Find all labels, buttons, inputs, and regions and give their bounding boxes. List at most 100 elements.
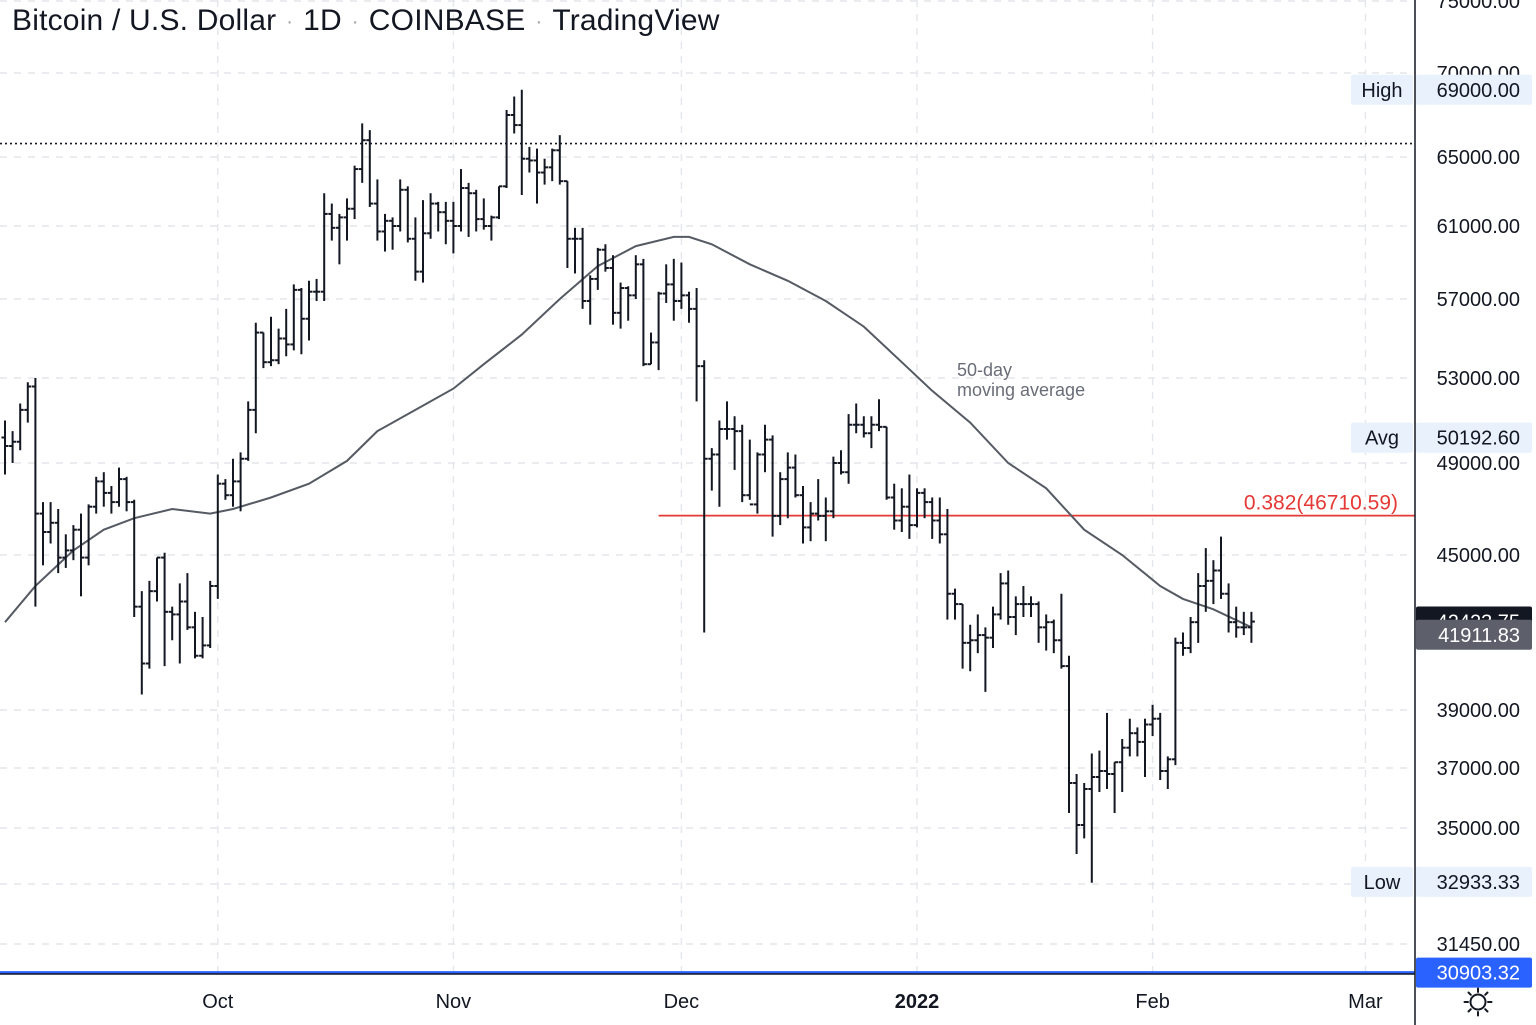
ohlc-bar[interactable] [753, 452, 761, 514]
ohlc-bar[interactable] [1232, 606, 1240, 638]
ohlc-bar[interactable] [115, 467, 123, 507]
ohlc-bar[interactable] [928, 497, 936, 539]
ohlc-bar[interactable] [1012, 596, 1020, 636]
ohlc-bar[interactable] [465, 182, 473, 237]
ohlc-bar[interactable] [404, 186, 412, 243]
ohlc-bar[interactable] [548, 148, 556, 182]
ohlc-bar[interactable] [601, 244, 609, 272]
ohlc-bar[interactable] [594, 247, 602, 290]
ohlc-bar[interactable] [1156, 712, 1164, 780]
ohlc-bar[interactable] [1164, 756, 1172, 789]
ohlc-bar[interactable] [761, 424, 769, 473]
ohlc-bar[interactable] [609, 255, 617, 325]
ohlc-bar[interactable] [875, 399, 883, 432]
ohlc-bar[interactable] [161, 552, 169, 667]
ohlc-bar[interactable] [199, 617, 207, 659]
ohlc-bar[interactable] [670, 258, 678, 321]
ohlc-bar[interactable] [586, 275, 594, 325]
ohlc-bar[interactable] [396, 179, 404, 232]
ohlc-bar[interactable] [1247, 611, 1255, 643]
ohlc-bar[interactable] [92, 476, 100, 514]
ohlc-bar[interactable] [442, 201, 450, 245]
ohlc-bar[interactable] [1073, 774, 1081, 855]
ohlc-bar[interactable] [814, 479, 822, 521]
ohlc-bar[interactable] [966, 624, 974, 672]
ohlc-bar[interactable] [153, 556, 161, 602]
ohlc-bar[interactable] [1027, 596, 1035, 617]
chart-settings-button[interactable] [1458, 984, 1498, 1020]
ohlc-bar[interactable] [769, 435, 777, 537]
ohlc-bar[interactable] [290, 284, 298, 351]
ohlc-bar[interactable] [556, 135, 564, 185]
ohlc-bar[interactable] [472, 189, 480, 232]
ohlc-bar[interactable] [1240, 611, 1248, 636]
ohlc-bar[interactable] [389, 217, 397, 250]
ohlc-bar[interactable] [837, 450, 845, 475]
ohlc-bar[interactable] [959, 603, 967, 669]
ohlc-bar[interactable] [1065, 655, 1073, 813]
ohlc-bar[interactable] [921, 488, 929, 519]
ohlc-bar[interactable] [799, 486, 807, 544]
ohlc-bar[interactable] [731, 416, 739, 470]
ohlc-bars[interactable] [1, 89, 1255, 883]
ohlc-bar[interactable] [655, 291, 663, 371]
ohlc-bar[interactable] [54, 509, 62, 574]
ohlc-bar[interactable] [974, 614, 982, 654]
ohlc-bar[interactable] [411, 217, 419, 281]
ohlc-bar[interactable] [1202, 548, 1210, 612]
ohlc-bar[interactable] [715, 420, 723, 507]
ohlc-bar[interactable] [138, 591, 146, 695]
ohlc-bar[interactable] [191, 611, 199, 659]
ohlc-bar[interactable] [381, 213, 389, 252]
ohlc-bar[interactable] [913, 488, 921, 528]
ohlc-bar[interactable] [723, 401, 731, 440]
ohlc-bar[interactable] [700, 360, 708, 633]
ohlc-bar[interactable] [1225, 583, 1233, 633]
ohlc-bar[interactable] [1133, 727, 1141, 757]
ohlc-bar[interactable] [320, 193, 328, 301]
ohlc-bar[interactable] [130, 499, 138, 617]
ohlc-bar[interactable] [206, 580, 214, 648]
ohlc-bar[interactable] [890, 483, 898, 530]
ohlc-bar[interactable] [571, 227, 579, 274]
ohlc-bar[interactable] [1080, 783, 1088, 839]
ohlc-bar[interactable] [427, 193, 435, 239]
ohlc-bar[interactable] [1149, 704, 1157, 737]
ohlc-bar[interactable] [936, 497, 944, 544]
ohlc-bar[interactable] [951, 588, 959, 620]
ohlc-bar[interactable] [237, 452, 245, 512]
ohlc-bar[interactable] [943, 509, 951, 620]
ohlc-bar[interactable] [1179, 632, 1187, 656]
ohlc-bar[interactable] [1035, 601, 1043, 643]
ohlc-bar[interactable] [685, 291, 693, 323]
ohlc-bar[interactable] [107, 486, 115, 514]
ohlc-bar[interactable] [328, 203, 336, 241]
ohlc-bar[interactable] [1042, 614, 1050, 651]
ohlc-bar[interactable] [16, 403, 24, 451]
ohlc-bar[interactable] [487, 215, 495, 241]
ohlc-bar[interactable] [229, 458, 237, 507]
ohlc-bar[interactable] [176, 583, 184, 664]
ohlc-bar[interactable] [525, 146, 533, 173]
ohlc-bar[interactable] [738, 424, 746, 503]
ohlc-bar[interactable] [62, 534, 70, 568]
ohlc-bar[interactable] [31, 378, 39, 607]
ohlc-bar[interactable] [1171, 637, 1179, 766]
ohlc-bar[interactable] [1095, 750, 1103, 792]
ohlc-bar[interactable] [860, 416, 868, 438]
ohlc-bar[interactable] [39, 502, 47, 566]
ohlc-bar[interactable] [69, 525, 77, 561]
ohlc-bar[interactable] [617, 282, 625, 329]
ohlc-bar[interactable] [1141, 718, 1149, 777]
ohlc-bar[interactable] [305, 280, 313, 341]
ohlc-bar[interactable] [1057, 593, 1065, 669]
ohlc-bar[interactable] [898, 488, 906, 532]
ohlc-bar[interactable] [1217, 536, 1225, 599]
ohlc-bar[interactable] [579, 227, 587, 309]
ohlc-bar[interactable] [1209, 560, 1217, 605]
ohlc-bar[interactable] [1103, 712, 1111, 789]
ohlc-bar[interactable] [829, 456, 837, 519]
ohlc-bar[interactable] [997, 573, 1005, 620]
ohlc-bar[interactable] [708, 448, 716, 491]
ohlc-bar[interactable] [343, 198, 351, 241]
